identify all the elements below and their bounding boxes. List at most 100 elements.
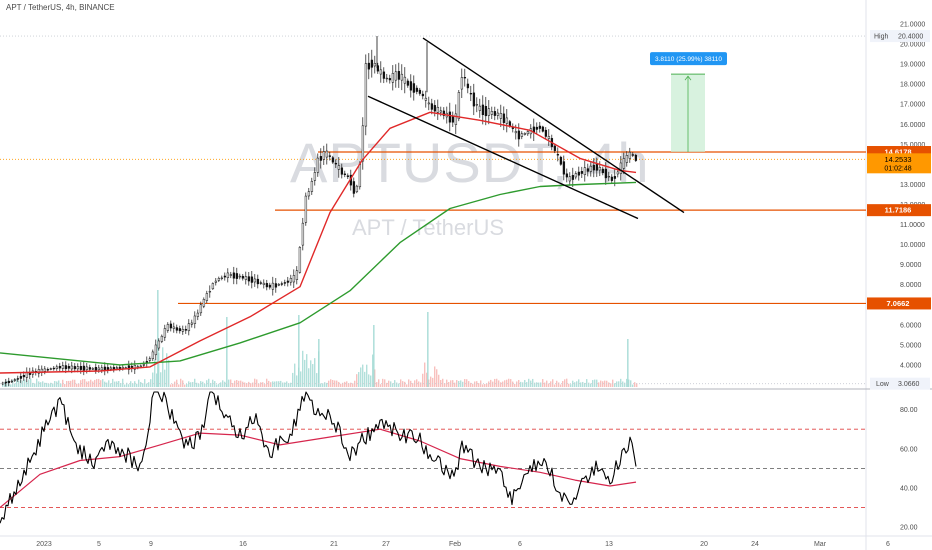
volume-bar [518, 379, 520, 387]
volume-bar [2, 384, 4, 387]
volume-bar [362, 364, 364, 387]
level-price-badge [867, 297, 931, 310]
volume-bar [532, 378, 534, 387]
candle-body [109, 367, 113, 370]
y-tick-label: 5.0000 [900, 342, 922, 349]
volume-bar [258, 383, 260, 387]
candle-body [190, 322, 194, 325]
volume-bar [122, 378, 124, 387]
candle-body [364, 63, 368, 127]
candle-body [85, 366, 89, 370]
candle-body [277, 284, 281, 286]
volume-bar [582, 381, 584, 387]
volume-bar [180, 378, 182, 387]
high-label: High [874, 34, 889, 41]
rsi-moving-average-line [0, 428, 637, 508]
candle-body [142, 364, 146, 366]
candle-body [10, 380, 14, 383]
volume-bar [36, 378, 38, 387]
candle-body [472, 92, 476, 107]
candle-body [589, 165, 593, 172]
candle-body [604, 168, 608, 179]
volume-bar [488, 381, 490, 387]
volume-bar [338, 381, 340, 387]
volume-bar [44, 382, 46, 387]
volume-bar [444, 383, 446, 387]
volume-bar [568, 383, 570, 387]
volume-bar [590, 383, 592, 387]
candle-body [214, 280, 218, 283]
x-tick-label: 6 [518, 541, 522, 548]
candle-body [52, 367, 56, 370]
volume-bar [538, 382, 540, 387]
volume-bar [392, 383, 394, 387]
volume-bar [154, 359, 156, 387]
candle-body [280, 283, 284, 285]
candle-body [223, 275, 227, 278]
candle-body [283, 282, 287, 284]
candle-body [19, 376, 23, 379]
volume-bar [136, 383, 138, 387]
volume-bar [370, 375, 372, 387]
candle-body [328, 155, 332, 157]
candle-body [316, 157, 320, 173]
volume-bar [496, 378, 498, 387]
volume-bar [388, 380, 390, 387]
volume-bar [516, 381, 518, 387]
volume-bar [540, 382, 542, 387]
candle-body [469, 93, 473, 95]
volume-bar [614, 383, 616, 387]
candle-body [484, 106, 488, 117]
volume-bar [324, 382, 326, 387]
candle-body [595, 163, 599, 171]
high-badge [870, 30, 930, 43]
volume-bar [378, 379, 380, 387]
volume-bar [230, 379, 232, 387]
candle-body [547, 136, 551, 139]
volume-bar [308, 368, 310, 387]
candle-body [256, 278, 260, 285]
volume-bar [256, 379, 258, 387]
volume-bar [436, 369, 438, 387]
candle-body [514, 131, 518, 134]
volume-bar [198, 383, 200, 387]
volume-bar [116, 381, 118, 387]
volume-bar [586, 379, 588, 387]
candle-body [178, 328, 182, 332]
volume-bar [482, 384, 484, 387]
candle-body [493, 111, 497, 116]
volume-bar [470, 382, 472, 387]
candle-body [100, 367, 104, 371]
volume-bar [512, 381, 514, 387]
candle-body [298, 247, 302, 273]
volume-bar [92, 381, 94, 387]
y-tick-label: 15.0000 [900, 142, 925, 149]
volume-bar [506, 379, 508, 387]
volume-bar [148, 382, 150, 387]
volume-bar [292, 372, 294, 387]
candle-body [505, 117, 509, 124]
candle-body [454, 113, 458, 125]
volume-bar [10, 384, 12, 387]
candle-body [61, 365, 65, 369]
candle-body [523, 133, 527, 135]
volume-bar [358, 372, 360, 387]
volume-bar [492, 381, 494, 387]
volume-bar [634, 382, 636, 387]
volume-bar [196, 382, 198, 387]
volume-bar [278, 381, 280, 387]
candle-body [91, 368, 95, 370]
volume-bar [238, 380, 240, 387]
volume-bar [32, 382, 34, 387]
candle-body [289, 277, 293, 283]
candle-body [169, 323, 173, 329]
volume-bar [134, 381, 136, 387]
volume-bar [460, 380, 462, 387]
volume-bar [128, 384, 130, 387]
volume-bar [374, 369, 376, 387]
volume-bar [438, 374, 440, 387]
volume-bar [306, 354, 308, 387]
candle-body [340, 167, 344, 175]
candle-body [64, 365, 68, 370]
